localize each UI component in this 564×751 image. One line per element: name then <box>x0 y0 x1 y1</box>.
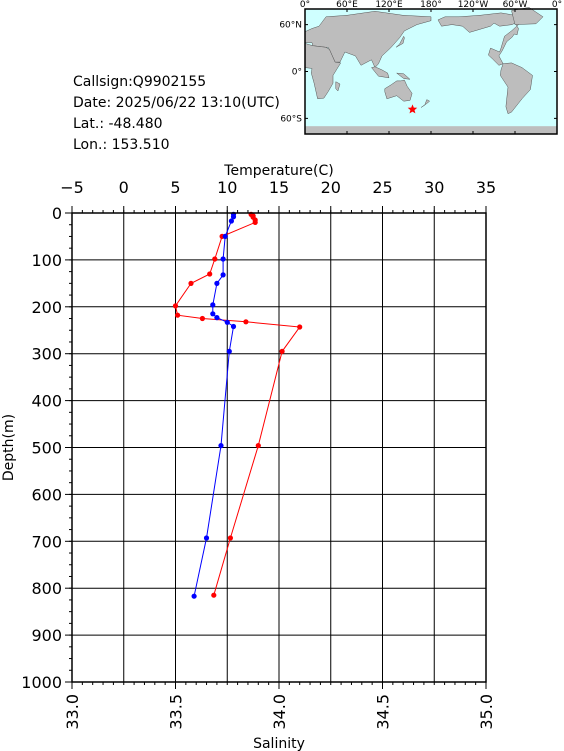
temperature-point <box>279 348 285 354</box>
depth-tick-label: 0 <box>52 204 62 223</box>
salinity-tick-label: 34.5 <box>374 694 393 730</box>
map-lon-label: 60°E <box>336 0 358 10</box>
salinity-point <box>224 319 230 325</box>
madagascar-shape <box>335 81 341 92</box>
salinity-tick-label: 33.5 <box>167 694 186 730</box>
temperature-point <box>227 535 233 541</box>
temperature-point <box>243 319 249 325</box>
map-lat-label: 0° <box>292 68 302 78</box>
temperature-point <box>175 312 181 318</box>
temperature-line <box>174 213 301 596</box>
salinity-point <box>214 280 220 286</box>
salinity-tick-label: 33.0 <box>63 694 82 730</box>
salinity-point <box>222 233 228 239</box>
temperature-point <box>199 315 205 322</box>
depth-tick-label: 100 <box>31 251 62 270</box>
map-lon-label: 0° <box>300 0 310 10</box>
new-guinea-shape <box>395 72 411 80</box>
map-lon-label: 0° <box>552 0 562 10</box>
depth-tick-label: 200 <box>31 298 62 317</box>
callsign-text: Callsign:Q9902155 <box>73 74 207 90</box>
temperature-tick-label: 15 <box>269 178 289 197</box>
salinity-point <box>210 302 216 308</box>
star-icon <box>407 104 418 114</box>
temperature-point <box>255 443 261 449</box>
temperature-axis-title: Temperature(C) <box>223 163 333 179</box>
temperature-tick-label: 25 <box>372 178 392 197</box>
depth-tick-label: 800 <box>31 579 62 598</box>
temperature-point <box>211 592 217 598</box>
temperature-tick-label: −5 <box>60 178 84 197</box>
depth-tick-label: 500 <box>31 439 62 458</box>
salinity-axis-title: Salinity <box>253 736 305 751</box>
depth-tick-label: 700 <box>31 532 62 551</box>
salinity-point <box>226 348 232 354</box>
depth-tick-label: 600 <box>31 485 62 504</box>
temperature-point <box>172 303 179 309</box>
map-lon-label: 180° <box>420 0 442 10</box>
temperature-tick-label: 30 <box>424 178 444 197</box>
japan-shape <box>395 35 405 48</box>
salinity-point <box>210 311 216 317</box>
station-info: Callsign:Q9902155 Date: 2025/06/22 13:10… <box>73 72 280 156</box>
salinity-point <box>203 535 210 541</box>
salinity-point <box>218 443 224 449</box>
temperature-tick-label: 10 <box>217 178 237 197</box>
salinity-point <box>214 315 220 321</box>
map-lon-label: 120°E <box>375 0 403 10</box>
temperature-tick-label: 35 <box>476 178 496 197</box>
salinity-point <box>228 218 234 224</box>
temperature-tick-label: 20 <box>321 178 341 197</box>
depth-tick-label: 1000 <box>21 673 62 692</box>
salinity-tick-label: 34.0 <box>270 694 289 730</box>
south-america-shape <box>500 62 533 115</box>
map-lon-label: 120°W <box>458 0 489 10</box>
temperature-point <box>252 219 258 225</box>
salinity-line <box>193 214 235 597</box>
map-lat-label: 60°S <box>280 114 302 124</box>
depth-tick-label: 400 <box>31 392 62 411</box>
australia-shape <box>384 79 413 102</box>
location-map: 0° 60°E 120°E 180° 120°W 60°W 0° 60°N 0° 60°S <box>279 0 562 135</box>
eurasia-shape <box>304 11 432 69</box>
antarctica-shape <box>305 126 557 134</box>
salinity-point <box>220 272 226 278</box>
map-lon-label: 60°W <box>503 0 528 10</box>
temperature-point <box>297 324 303 330</box>
temperature-point <box>207 271 213 277</box>
temperature-point <box>212 256 218 262</box>
depth-axis-title: Depth(m) <box>1 414 17 481</box>
temperature-point <box>188 280 194 286</box>
new-zealand-shape <box>421 99 431 108</box>
longitude-text: Lon.: 153.510 <box>73 137 170 153</box>
africa-shape <box>304 43 342 100</box>
salinity-point <box>220 256 226 262</box>
temperature-tick-label: 0 <box>119 178 129 197</box>
date-text: Date: 2025/06/22 13:10(UTC) <box>73 95 280 111</box>
salinity-tick-label: 35.0 <box>477 694 496 730</box>
map-lat-label: 60°N <box>279 21 302 31</box>
temperature-tick-label: 5 <box>170 178 180 197</box>
indonesia-shape <box>371 66 390 79</box>
greenland-shape <box>511 7 544 25</box>
depth-tick-label: 300 <box>31 345 62 364</box>
depth-tick-label: 900 <box>31 626 62 645</box>
salinity-point <box>191 593 197 599</box>
salinity-point <box>230 214 237 220</box>
latitude-text: Lat.: -48.480 <box>73 116 163 132</box>
salinity-point <box>230 323 237 330</box>
